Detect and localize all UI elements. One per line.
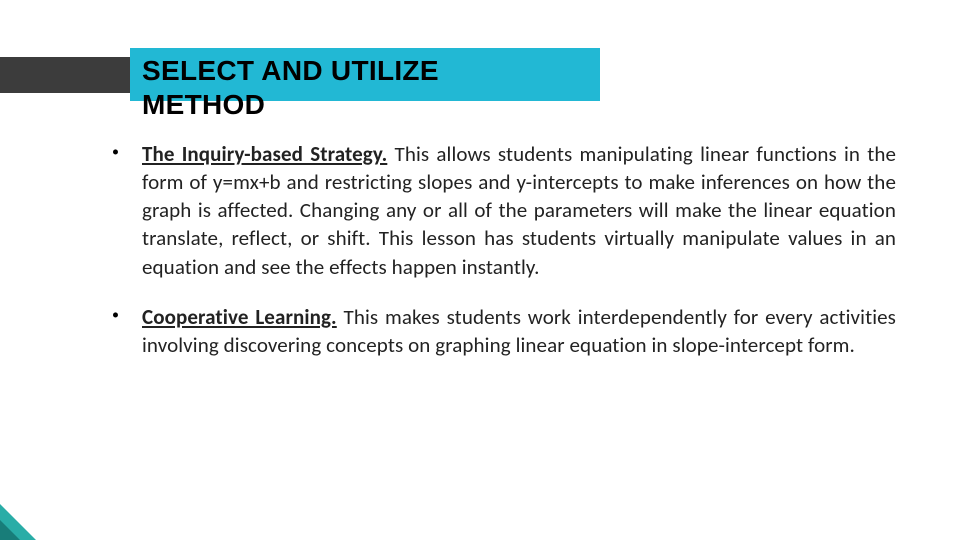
title-line-2: METHOD	[142, 89, 265, 120]
slide-title: SELECT AND UTILIZE METHOD	[142, 54, 439, 122]
corner-accent-icon	[0, 504, 36, 540]
bullet-list: The Inquiry-based Strategy. This allows …	[106, 140, 896, 359]
list-item: The Inquiry-based Strategy. This allows …	[106, 140, 896, 281]
title-left-bar	[0, 57, 130, 93]
list-item: Cooperative Learning. This makes student…	[106, 303, 896, 359]
bullet-lead: The Inquiry-based Strategy.	[142, 141, 387, 167]
corner-accent-inner-icon	[0, 520, 20, 540]
bullet-lead: Cooperative Learning.	[142, 304, 337, 330]
title-line-1: SELECT AND UTILIZE	[142, 55, 439, 86]
slide-body: The Inquiry-based Strategy. This allows …	[106, 140, 896, 381]
